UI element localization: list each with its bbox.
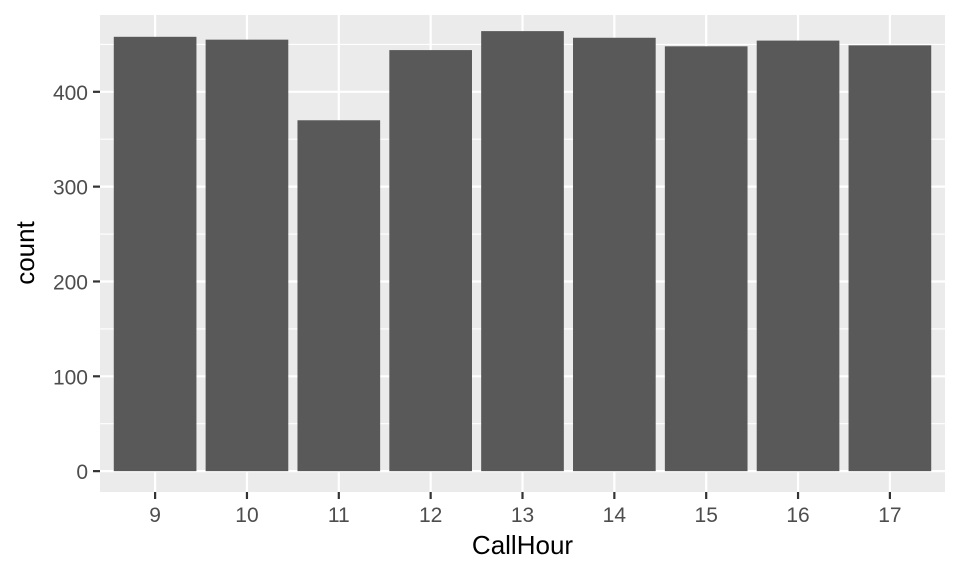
x-tick-label: 16: [786, 504, 809, 527]
bar-9: [113, 36, 197, 472]
y-axis-title: count: [10, 220, 40, 284]
x-axis: 9 10 11 12 13 14 15 16 17: [149, 492, 902, 527]
bar-10: [205, 39, 289, 472]
bar-12: [389, 50, 472, 472]
bar-14: [573, 37, 656, 472]
bar-16: [756, 40, 840, 472]
bar-13: [481, 31, 564, 472]
x-tick-label: 11: [328, 504, 350, 527]
x-tick-label: 17: [878, 504, 901, 527]
x-tick-label: 15: [695, 504, 718, 527]
y-tick-label: 100: [53, 366, 88, 389]
y-tick-label: 0: [76, 461, 88, 484]
y-tick-label: 300: [53, 177, 88, 200]
bar-17: [848, 45, 932, 472]
bar-15: [664, 46, 748, 472]
x-tick-label: 10: [235, 504, 258, 527]
y-axis: 0 100 200 300 400: [53, 82, 100, 484]
x-tick-label: 13: [511, 504, 534, 527]
bar-11: [297, 120, 381, 472]
y-tick-label: 400: [53, 82, 88, 105]
bars: [113, 31, 932, 472]
x-tick-label: 14: [603, 504, 627, 527]
x-axis-title: CallHour: [472, 530, 573, 560]
y-tick-label: 200: [53, 271, 88, 294]
x-tick-label: 12: [419, 504, 442, 527]
x-tick-label: 9: [149, 504, 161, 527]
